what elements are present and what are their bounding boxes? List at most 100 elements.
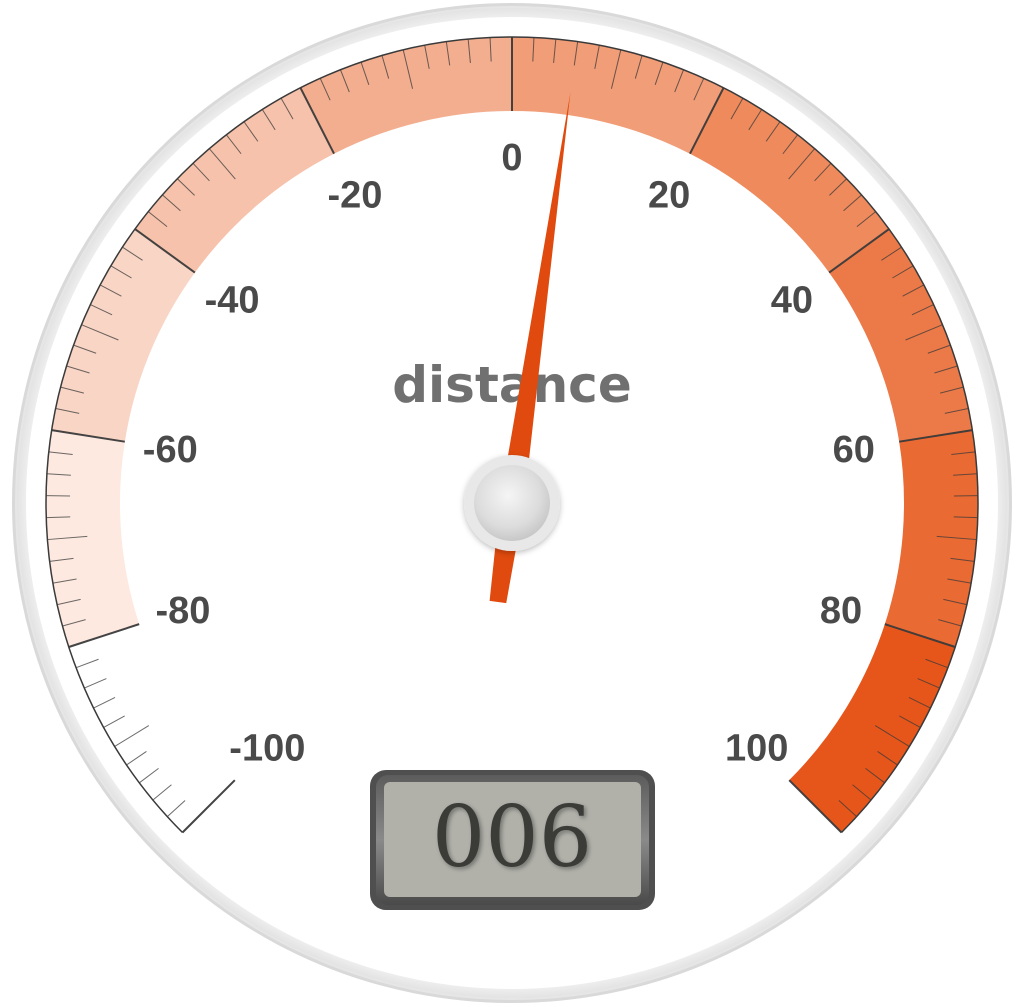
minor-tick xyxy=(788,148,816,180)
minor-tick xyxy=(748,109,763,131)
minor-tick xyxy=(402,49,414,89)
minor-tick xyxy=(424,45,430,69)
scale-label: -80 xyxy=(155,590,210,632)
minor-tick xyxy=(47,535,88,541)
scale-label: 100 xyxy=(725,728,788,770)
minor-tick xyxy=(110,265,132,279)
color-band-1 xyxy=(46,430,140,648)
minor-tick xyxy=(162,194,181,212)
major-tick xyxy=(899,429,973,443)
needle-hub-cap xyxy=(474,465,550,541)
minor-tick xyxy=(927,344,951,354)
minor-tick xyxy=(166,800,186,817)
scale-label: 80 xyxy=(820,590,862,632)
color-band-2 xyxy=(51,229,195,442)
color-band-8 xyxy=(884,430,978,648)
minor-tick xyxy=(99,284,122,297)
minor-tick xyxy=(122,246,143,261)
minor-tick xyxy=(881,246,902,261)
minor-tick xyxy=(84,678,107,689)
scale-labels: -100 -80 -60 -40 -20 0 20 40 60 80 100 xyxy=(143,137,875,770)
minor-tick xyxy=(93,697,116,709)
scale-label: 20 xyxy=(648,175,690,217)
minor-tick xyxy=(693,78,705,101)
minor-tick xyxy=(66,365,90,374)
minor-tick xyxy=(908,697,931,709)
minor-tick xyxy=(319,78,331,101)
minor-tick xyxy=(261,109,276,131)
minor-tick xyxy=(934,365,958,374)
minor-tick xyxy=(938,619,962,627)
minor-tick xyxy=(243,121,259,142)
minor-tick xyxy=(75,658,99,669)
minor-tick xyxy=(55,408,80,414)
major-tick xyxy=(828,228,890,274)
minor-tick xyxy=(48,451,73,455)
minor-tick xyxy=(280,97,294,120)
minor-tick xyxy=(90,304,113,316)
minor-tick xyxy=(902,284,925,297)
minor-tick xyxy=(892,265,914,279)
color-band-7 xyxy=(829,229,973,442)
color-band-6 xyxy=(689,87,890,273)
minor-tick xyxy=(843,194,862,212)
minor-tick xyxy=(152,784,172,801)
minor-tick xyxy=(573,41,579,66)
minor-tick xyxy=(838,800,858,817)
scale-label: -100 xyxy=(229,728,305,770)
minor-tick xyxy=(953,473,978,476)
minor-tick xyxy=(829,178,847,196)
minor-tick xyxy=(532,37,535,62)
minor-tick xyxy=(856,211,876,228)
minor-tick xyxy=(943,598,967,606)
minor-tick xyxy=(208,148,236,180)
minor-tick xyxy=(339,69,350,93)
minor-tick xyxy=(950,557,975,562)
color-bands xyxy=(45,36,979,834)
major-tick xyxy=(788,779,843,834)
scale-label: -40 xyxy=(205,280,260,322)
minor-tick xyxy=(953,516,978,519)
minor-tick xyxy=(865,767,885,784)
gauge-title: distance xyxy=(392,356,631,414)
minor-tick xyxy=(52,578,77,584)
scale-label: 0 xyxy=(501,137,522,179)
scale-label: -60 xyxy=(143,429,198,471)
minor-tick xyxy=(939,386,964,394)
minor-tick xyxy=(905,324,943,341)
minor-tick xyxy=(49,557,74,562)
minor-tick xyxy=(899,715,921,728)
minor-tick xyxy=(654,61,664,85)
minor-tick xyxy=(674,69,685,93)
scale-label: -20 xyxy=(327,175,382,217)
minor-tick xyxy=(445,41,451,66)
needle-hub xyxy=(464,455,560,551)
minor-tick xyxy=(925,658,949,669)
minor-tick xyxy=(114,725,150,747)
lcd-screen xyxy=(384,782,641,897)
minor-tick xyxy=(877,751,898,766)
minor-tick xyxy=(139,767,159,784)
scale-ticks xyxy=(46,37,978,834)
minor-tick xyxy=(730,97,744,120)
minor-tick xyxy=(46,473,71,476)
minor-tick xyxy=(57,598,81,606)
minor-tick xyxy=(553,39,557,64)
minor-tick xyxy=(936,535,977,541)
scale-label: 40 xyxy=(771,280,813,322)
minor-tick xyxy=(177,178,195,196)
minor-tick xyxy=(917,678,940,689)
major-tick xyxy=(134,228,196,274)
major-tick xyxy=(51,429,125,443)
color-band-9 xyxy=(789,624,956,833)
minor-tick xyxy=(765,121,781,142)
lcd-value: 006 xyxy=(432,788,592,886)
minor-tick xyxy=(814,162,832,182)
major-tick xyxy=(689,87,725,155)
minor-tick xyxy=(126,751,147,766)
minor-tick xyxy=(381,55,390,79)
minor-tick xyxy=(874,725,910,747)
minor-tick xyxy=(103,715,125,728)
minor-tick xyxy=(852,784,872,801)
